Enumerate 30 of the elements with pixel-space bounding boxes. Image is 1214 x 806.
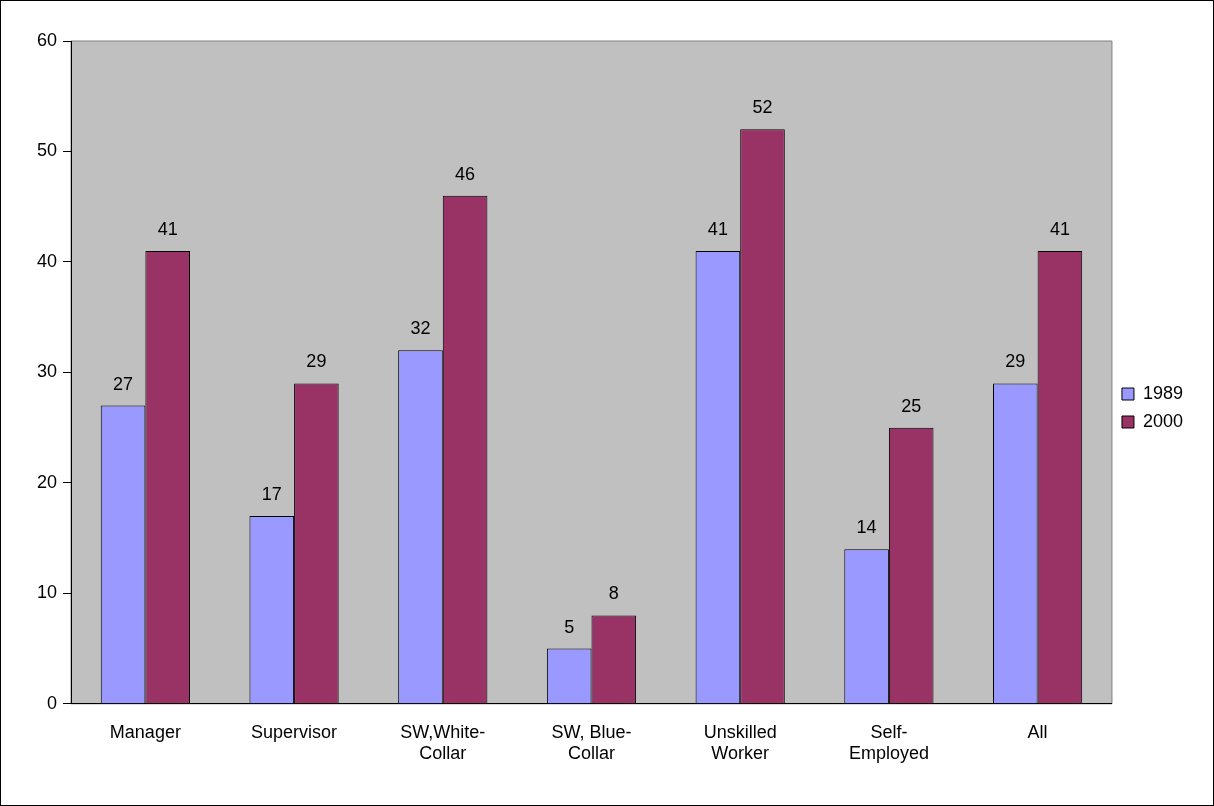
data-label: 29 — [1005, 351, 1026, 372]
legend-label: 1989 — [1142, 382, 1183, 403]
data-label: 52 — [752, 97, 773, 118]
data-label: 41 — [707, 218, 728, 239]
data-label: 46 — [455, 163, 476, 184]
y-tick-label: 40 — [36, 250, 58, 271]
x-tick-label: SW, Blue-Collar — [551, 721, 632, 764]
x-tick-label: Supervisor — [251, 721, 338, 742]
y-tick-label: 30 — [36, 361, 58, 382]
data-label: 5 — [564, 616, 575, 637]
x-tick-label: Unskilled Worker — [703, 721, 777, 764]
y-tick-label: 10 — [36, 582, 58, 603]
data-label: 29 — [306, 351, 327, 372]
y-tick-label: 50 — [36, 140, 58, 161]
data-label: 27 — [113, 373, 134, 394]
data-label: 17 — [261, 483, 282, 504]
data-label: 25 — [901, 395, 922, 416]
y-tick-label: 0 — [47, 692, 58, 713]
data-label: 41 — [1049, 218, 1070, 239]
x-tick-label: SW,White-Collar — [400, 721, 486, 764]
data-label: 14 — [856, 517, 877, 538]
data-label: 32 — [410, 318, 431, 339]
data-label: 8 — [608, 583, 619, 604]
x-tick-label: Manager — [109, 721, 181, 742]
x-tick-label: Self-Employed — [848, 721, 929, 764]
y-tick-label: 20 — [36, 471, 58, 492]
y-tick-label: 60 — [36, 29, 58, 50]
legend-label: 2000 — [1142, 410, 1183, 431]
data-label: 41 — [157, 218, 178, 239]
x-tick-label: All — [1027, 721, 1048, 742]
